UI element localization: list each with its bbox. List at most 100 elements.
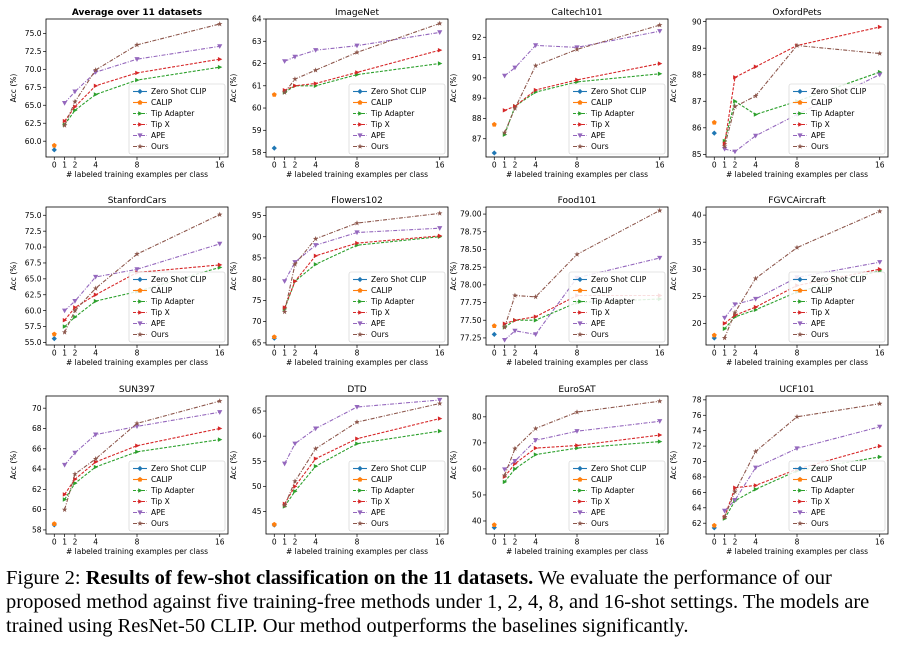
- data-point: [312, 445, 319, 451]
- legend-entry: Tip X: [133, 120, 170, 129]
- y-tick-label: 78.00: [460, 280, 482, 289]
- data-point: [72, 450, 78, 456]
- y-tick-label: 72: [692, 442, 702, 451]
- data-point: [292, 261, 298, 267]
- legend-marker: [358, 488, 363, 493]
- legend-box: [348, 460, 446, 532]
- x-axis-label: # labeled training examples per class: [506, 170, 648, 179]
- data-point: [722, 321, 728, 326]
- legend-marker: [578, 488, 583, 493]
- data-point: [93, 298, 99, 304]
- legend-marker: [137, 88, 143, 95]
- y-tick-label: 85: [692, 150, 702, 159]
- data-point: [72, 299, 78, 304]
- y-tick-label: 77.25: [460, 334, 482, 343]
- data-point: [92, 67, 99, 73]
- data-point: [753, 465, 759, 471]
- data-point: [134, 267, 140, 272]
- y-tick-label: 60.0: [25, 306, 42, 315]
- data-point: [753, 487, 759, 492]
- legend-entry: Zero Shot CLIP: [133, 275, 207, 284]
- y-tick-label: 55.0: [25, 338, 42, 347]
- legend-entry: Ours: [353, 330, 389, 339]
- legend-entry: APE: [353, 508, 386, 517]
- legend-label: Tip Adapter: [810, 297, 855, 306]
- data-point: [313, 426, 319, 432]
- legend-label: Zero Shot CLIP: [811, 464, 867, 473]
- y-tick-label: 70: [252, 317, 262, 326]
- data-point: [281, 309, 288, 315]
- legend-marker: [137, 476, 143, 482]
- legend-entry: APE: [573, 131, 606, 140]
- data-point: [437, 30, 443, 35]
- data-point: [502, 108, 508, 113]
- legend-label: Tip Adapter: [150, 297, 195, 306]
- y-tick-label: 80: [472, 412, 482, 421]
- legend-entry: APE: [133, 508, 166, 517]
- data-point: [355, 436, 360, 441]
- legend-label: CALIP: [591, 286, 613, 295]
- x-axis-label: # labeled training examples per class: [506, 358, 648, 367]
- legend-label: CALIP: [371, 286, 393, 295]
- x-tick-label: 16: [435, 349, 445, 358]
- data-point: [313, 81, 319, 86]
- x-tick-label: 2: [733, 538, 738, 547]
- data-point: [502, 337, 508, 343]
- legend-marker: [577, 133, 583, 139]
- legend-marker: [578, 111, 583, 116]
- x-axis-label: # labeled training examples per class: [726, 547, 868, 556]
- data-point: [533, 318, 539, 323]
- legend-label: Ours: [371, 330, 389, 339]
- data-point: [355, 240, 360, 246]
- data-point: [732, 103, 738, 109]
- y-tick-label: 77.75: [460, 298, 482, 307]
- x-tick-label: 8: [135, 538, 140, 547]
- legend-marker: [797, 331, 803, 337]
- legend-label: Tip X: [590, 308, 610, 317]
- data-point: [877, 208, 883, 214]
- y-tick-label: 58: [252, 148, 262, 157]
- y-tick-label: 25: [692, 292, 702, 301]
- legend-entry: Tip X: [793, 497, 830, 506]
- data-point: [877, 260, 883, 265]
- x-tick-label: 0: [492, 349, 497, 358]
- legend-label: Ours: [151, 519, 169, 528]
- data-point: [61, 506, 68, 512]
- x-tick-label: 2: [513, 349, 518, 358]
- legend-entry: Tip X: [133, 308, 170, 317]
- x-tick-label: 1: [282, 538, 287, 547]
- y-tick-label: 78: [692, 395, 702, 404]
- subplot: Food101 0 1 2 4 8 16 # labeled training example…: [449, 196, 669, 367]
- y-tick-label: 20: [692, 319, 702, 328]
- legend-box: [128, 83, 226, 155]
- data-point: [135, 443, 140, 448]
- x-tick-label: 1: [722, 161, 727, 170]
- legend-marker: [798, 310, 803, 315]
- legend-marker: [358, 310, 363, 315]
- calip-point: [711, 522, 717, 528]
- legend-entry: Ours: [133, 519, 169, 528]
- legend-marker: [358, 299, 363, 304]
- x-tick-label: 16: [435, 538, 445, 547]
- legend: Zero Shot CLIP CALIP Tip Adapter Tip X APE Ou…: [568, 271, 666, 343]
- legend-entry: Tip Adapter: [353, 297, 415, 306]
- subplot: StanfordCars 0 1 2 4 8 16 # labeled training ex…: [9, 196, 229, 367]
- calip-point: [491, 522, 497, 527]
- legend-label: Tip Adapter: [150, 109, 195, 118]
- legend-entry: CALIP: [793, 475, 833, 484]
- legend-entry: Zero Shot CLIP: [573, 275, 647, 284]
- data-point: [135, 77, 140, 83]
- legend-entry: CALIP: [353, 286, 393, 295]
- legend-label: Tip X: [370, 120, 390, 129]
- data-point: [354, 404, 360, 410]
- data-point: [354, 220, 360, 226]
- y-tick-label: 60: [32, 505, 42, 514]
- legend-box: [128, 460, 226, 532]
- data-point: [733, 75, 738, 80]
- y-tick-label: 70.0: [25, 243, 42, 252]
- y-tick-label: 68: [32, 424, 42, 433]
- data-point: [657, 71, 663, 77]
- y-tick-label: 40: [692, 211, 702, 220]
- data-point: [512, 105, 518, 111]
- legend-marker: [797, 133, 803, 139]
